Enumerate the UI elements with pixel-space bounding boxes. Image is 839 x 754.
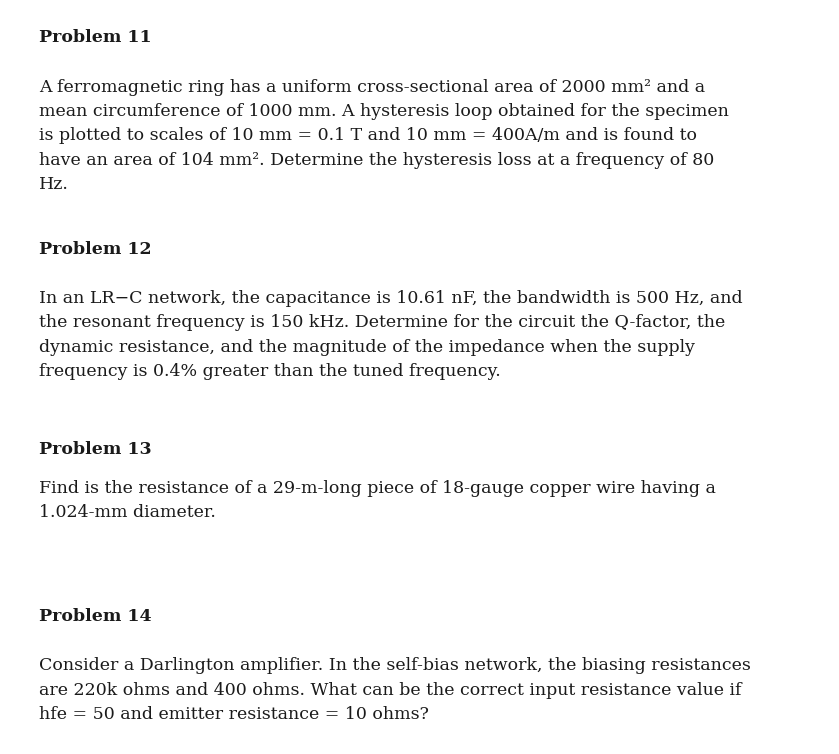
Text: In an LR−C network, the capacitance is 10.61 nF, the bandwidth is 500 Hz, and
th: In an LR−C network, the capacitance is 1… (39, 290, 743, 380)
Text: Consider a Darlington amplifier. In the self-bias network, the biasing resistanc: Consider a Darlington amplifier. In the … (39, 657, 751, 723)
Text: Problem 12: Problem 12 (39, 241, 152, 259)
Text: A ferromagnetic ring has a uniform cross-sectional area of 2000 mm² and a
mean c: A ferromagnetic ring has a uniform cross… (39, 79, 729, 193)
Text: Problem 11: Problem 11 (39, 29, 152, 46)
Text: Problem 14: Problem 14 (39, 608, 152, 626)
Text: Find is the resistance of a 29-m-long piece of 18-gauge copper wire having a
1.0: Find is the resistance of a 29-m-long pi… (39, 480, 717, 522)
Text: Problem 13: Problem 13 (39, 441, 152, 458)
